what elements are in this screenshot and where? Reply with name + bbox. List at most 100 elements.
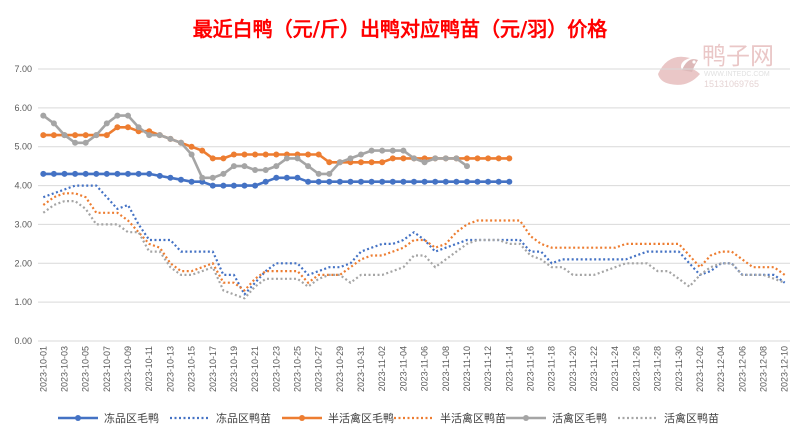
data-point (283, 155, 290, 162)
data-point (82, 132, 89, 139)
x-tick-label: 2023-11-28 (653, 346, 663, 391)
data-point (209, 182, 216, 189)
data-point (305, 178, 312, 185)
y-tick-label: 0.00 (14, 336, 32, 346)
data-point (178, 176, 184, 183)
x-tick-label: 2023-10-21 (250, 346, 260, 392)
data-point (506, 155, 513, 162)
x-tick-label: 2023-10-09 (123, 346, 133, 392)
watermark: 鸭子网 WWW.INTEDC.COM 15131069765 (658, 42, 774, 89)
x-tick-label: 2023-10-17 (208, 346, 218, 392)
x-tick-label: 2023-10-31 (356, 346, 366, 392)
legend-label: 冻品区毛鸭 (104, 411, 159, 425)
series-6 (42, 200, 786, 300)
data-point (103, 170, 110, 177)
x-tick-label: 2023-12-06 (737, 346, 747, 392)
data-point (146, 170, 153, 177)
data-point (400, 178, 407, 185)
data-point (358, 151, 364, 158)
x-tick-label: 2023-11-14 (504, 346, 514, 391)
data-point (442, 178, 449, 185)
data-point (464, 163, 470, 170)
series-1 (40, 170, 513, 189)
data-point (40, 112, 47, 119)
data-point (114, 170, 121, 177)
data-point (156, 172, 163, 179)
x-tick-label: 2023-10-23 (271, 346, 281, 392)
x-tick-label: 2023-11-18 (547, 346, 557, 391)
data-point (389, 155, 396, 162)
watermark-phone: 15131069765 (704, 79, 759, 89)
y-axis: 0.00 1.00 2.00 3.00 4.00 5.00 6.00 7.00 (14, 64, 32, 346)
data-point (61, 132, 68, 139)
data-point (188, 151, 195, 158)
data-point (125, 124, 131, 131)
data-point (220, 170, 227, 177)
legend-item: 半活禽区鸭苗 (394, 411, 506, 425)
data-point (283, 174, 290, 181)
x-tick-label: 2023-12-08 (759, 346, 769, 392)
data-point (315, 170, 322, 177)
y-tick-label: 7.00 (14, 64, 32, 74)
x-tick-label: 2023-10-11 (144, 346, 154, 391)
data-point (188, 143, 195, 150)
data-point (252, 182, 259, 189)
x-tick-label: 2023-11-16 (526, 346, 536, 391)
data-point (389, 147, 396, 154)
data-point (72, 132, 79, 139)
y-tick-label: 1.00 (14, 297, 32, 307)
watermark-url: WWW.INTEDC.COM (704, 71, 770, 78)
data-point (273, 174, 280, 181)
data-point (379, 178, 386, 185)
data-point (474, 155, 481, 162)
data-point (146, 132, 153, 139)
x-tick-label: 2023-11-20 (568, 346, 578, 391)
data-point (442, 155, 449, 162)
data-point (40, 132, 47, 139)
data-point (156, 132, 163, 139)
data-point (400, 147, 407, 154)
data-point (209, 174, 216, 181)
legend-marker (75, 415, 81, 421)
data-point (114, 124, 121, 131)
data-point (495, 155, 502, 162)
data-point (252, 151, 259, 158)
data-point (230, 151, 237, 158)
legend-item: 活禽区鸭苗 (618, 411, 719, 425)
x-axis: 2023-10-01 2023-10-03 2023-10-05 2023-10-07… (38, 346, 789, 392)
data-point (305, 163, 312, 170)
data-point (495, 178, 502, 185)
data-point (347, 178, 354, 185)
data-point (241, 163, 248, 170)
duck-logo-icon (658, 56, 700, 85)
x-tick-label: 2023-10-29 (335, 346, 345, 392)
x-tick-label: 2023-10-25 (292, 346, 302, 392)
data-point (230, 182, 237, 189)
data-point (252, 167, 259, 173)
data-point (273, 151, 280, 158)
data-point (209, 155, 216, 162)
data-point (485, 155, 492, 162)
grid-lines (38, 68, 790, 342)
x-tick-label: 2023-12-04 (716, 346, 726, 392)
data-point (103, 132, 110, 139)
data-point (347, 155, 354, 162)
data-point (114, 112, 121, 119)
data-point (453, 155, 460, 162)
x-tick-label: 2023-11-30 (674, 346, 684, 391)
legend-item: 活禽区毛鸭 (506, 411, 607, 425)
data-point (72, 170, 79, 177)
legend-marker (299, 415, 305, 421)
series-5 (40, 112, 470, 181)
series-line (42, 192, 786, 292)
data-point (305, 151, 312, 158)
data-point (262, 167, 269, 173)
x-tick-label: 2023-11-22 (589, 346, 599, 391)
data-point (368, 159, 375, 166)
data-point (326, 178, 333, 185)
data-point (262, 178, 269, 185)
data-point (167, 135, 174, 142)
x-tick-label: 2023-10-27 (314, 346, 324, 392)
data-point (199, 174, 206, 181)
data-point (421, 178, 428, 185)
